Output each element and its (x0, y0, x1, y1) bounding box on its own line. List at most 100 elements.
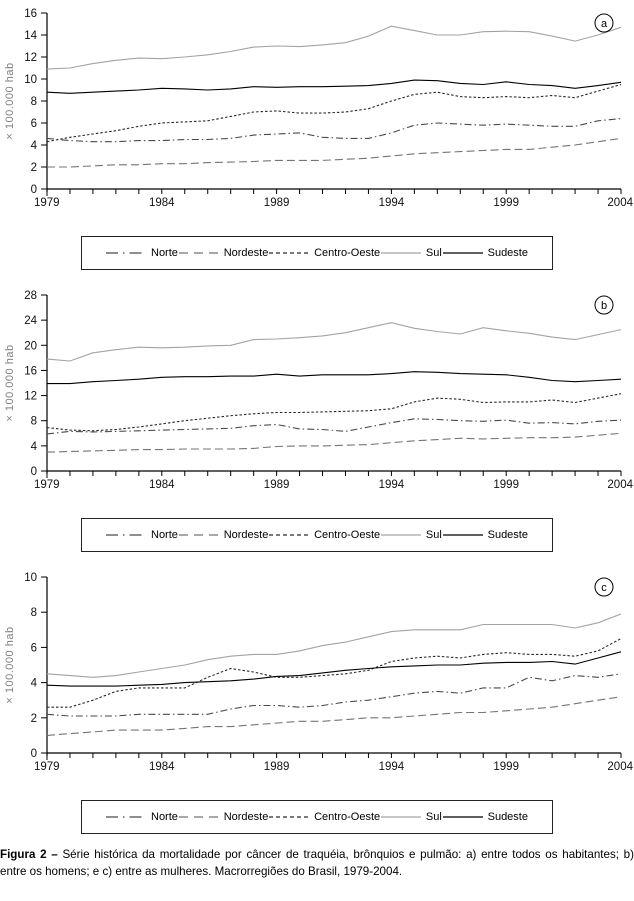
legend-item-centro_oeste: Centro-Oeste (269, 811, 380, 823)
panel-label-a: a (601, 18, 608, 30)
legend-label-norte: Norte (151, 247, 178, 259)
legend-item-norte: Norte (106, 811, 178, 823)
chart-section-a: 0 2 4 6 8 10 12 14 16 1979 1984 1989 1994 1999 2004 × 1… (0, 0, 634, 270)
legend-label-sudeste: Sudeste (487, 247, 528, 259)
y-tick-label: 2 (31, 162, 37, 174)
x-tick-label: 1989 (264, 197, 290, 209)
legend-line-sample-norte (106, 252, 146, 254)
figure-caption: Figura 2 – Série histórica da mortalidad… (0, 846, 634, 881)
legend-line-sample-sudeste (442, 252, 483, 254)
x-tick-label: 1984 (149, 761, 175, 773)
legend-item-norte: Norte (106, 529, 178, 541)
y-tick-label: 0 (31, 466, 37, 478)
series-line-norte (46, 673, 622, 717)
chart-section-b: 0 4 8 12 16 20 24 28 1979 1984 1989 1994 1999 2004 × 1… (0, 282, 634, 552)
panel-label-c: c (601, 582, 607, 594)
y-tick-label: 6 (31, 642, 37, 654)
legend-label-sudeste: Sudeste (487, 811, 528, 823)
caption-label: Figura 2 – (0, 848, 58, 861)
series-line-norte (46, 418, 622, 435)
y-tick-label: 2 (31, 713, 37, 725)
series-line-sul (46, 613, 622, 678)
x-tick-label: 1989 (264, 479, 290, 491)
legend-label-centro_oeste: Centro-Oeste (314, 811, 381, 823)
legend-line-sample-nordeste (178, 534, 219, 536)
series-line-sudeste (46, 79, 622, 94)
legend-label-centro_oeste: Centro-Oeste (314, 529, 381, 541)
legend-item-sudeste: Sudeste (442, 811, 528, 823)
y-axis-unit-label: × 100.000 hab (4, 626, 16, 703)
legend-line-sample-centro_oeste (269, 252, 310, 254)
y-axis-unit-label: × 100.000 hab (4, 344, 16, 421)
y-tick-label: 20 (24, 340, 37, 352)
legend-label-centro_oeste: Centro-Oeste (314, 247, 381, 259)
y-tick-label: 14 (24, 30, 37, 42)
series-line-sul (46, 25, 622, 70)
x-tick-label: 2004 (607, 761, 633, 773)
x-tick-label: 1994 (379, 479, 405, 491)
legend-line-sample-sudeste (442, 816, 483, 818)
x-tick-label: 1994 (379, 197, 405, 209)
legend-label-nordeste: Nordeste (223, 247, 269, 259)
legend-item-centro_oeste: Centro-Oeste (269, 529, 380, 541)
legend-label-nordeste: Nordeste (223, 811, 269, 823)
y-tick-label: 10 (24, 572, 37, 584)
chart-c-plot: 0 2 4 6 8 10 1979 1984 1989 1994 1999 2004 × 100.000… (4, 572, 634, 773)
legend-label-sudeste: Sudeste (487, 529, 528, 541)
legend-label-sul: Sul (425, 247, 442, 259)
chart-a-plot: 0 2 4 6 8 10 12 14 16 1979 1984 1989 1994 1999 2004 × 1… (4, 8, 634, 209)
legend-line-sample-sul (380, 252, 421, 254)
series-line-centro_oeste (46, 83, 622, 143)
legend-item-sudeste: Sudeste (442, 247, 528, 259)
y-tick-label: 8 (31, 96, 37, 108)
series-line-centro_oeste (47, 638, 622, 708)
y-tick-label: 10 (24, 74, 37, 86)
legend-line-sample-sudeste (442, 534, 483, 536)
y-tick-label: 0 (31, 184, 37, 196)
y-tick-label: 0 (31, 748, 37, 760)
x-tick-label: 1979 (34, 479, 60, 491)
legend-item-nordeste: Nordeste (178, 811, 269, 823)
panel-label-circle-c (594, 577, 614, 597)
legend-label-nordeste: Nordeste (223, 529, 269, 541)
x-tick-label: 1984 (149, 479, 175, 491)
x-tick-label: 2004 (607, 479, 633, 491)
legend-line-sample-centro_oeste (269, 534, 310, 536)
chart-b-legend: Norte Nordeste Centro-Oeste Sul Sudeste (81, 518, 553, 552)
chart-b-plot: 0 4 8 12 16 20 24 28 1979 1984 1989 1994 1999 2004 × 1… (4, 290, 634, 491)
legend-item-nordeste: Nordeste (178, 247, 269, 259)
y-tick-label: 4 (31, 140, 38, 152)
x-tick-label: 1999 (493, 197, 519, 209)
x-tick-label: 1994 (379, 761, 405, 773)
legend-line-sample-centro_oeste (269, 816, 310, 818)
y-tick-label: 6 (31, 118, 37, 130)
series-line-nordeste (46, 432, 622, 453)
x-tick-label: 1999 (493, 479, 519, 491)
y-tick-label: 28 (24, 290, 37, 302)
y-tick-label: 12 (24, 391, 37, 403)
legend-line-sample-sul (380, 816, 421, 818)
legend-item-centro_oeste: Centro-Oeste (269, 247, 380, 259)
legend-item-norte: Norte (106, 247, 178, 259)
y-tick-label: 8 (31, 416, 37, 428)
figure-2: 0 2 4 6 8 10 12 14 16 1979 1984 1989 1994 1999 2004 × 1… (0, 0, 634, 881)
legend-item-sul: Sul (380, 811, 442, 823)
legend-label-sul: Sul (425, 529, 442, 541)
series-line-sul (46, 322, 622, 362)
x-tick-label: 1984 (149, 197, 175, 209)
x-tick-label: 1999 (493, 761, 519, 773)
y-tick-label: 12 (24, 52, 37, 64)
x-tick-label: 2004 (607, 197, 633, 209)
series-line-sudeste (46, 651, 622, 687)
y-tick-label: 16 (24, 8, 37, 20)
legend-line-sample-norte (106, 816, 146, 818)
chart-c-legend: Norte Nordeste Centro-Oeste Sul Sudeste (81, 800, 553, 834)
x-tick-label: 1979 (34, 761, 60, 773)
panel-label-b: b (601, 300, 607, 312)
caption-text: Série histórica da mortalidade por cânce… (0, 848, 634, 879)
legend-label-norte: Norte (151, 811, 178, 823)
series-line-norte (46, 118, 622, 143)
y-tick-label: 8 (31, 607, 37, 619)
y-tick-label: 16 (24, 365, 37, 377)
legend-label-norte: Norte (151, 529, 178, 541)
